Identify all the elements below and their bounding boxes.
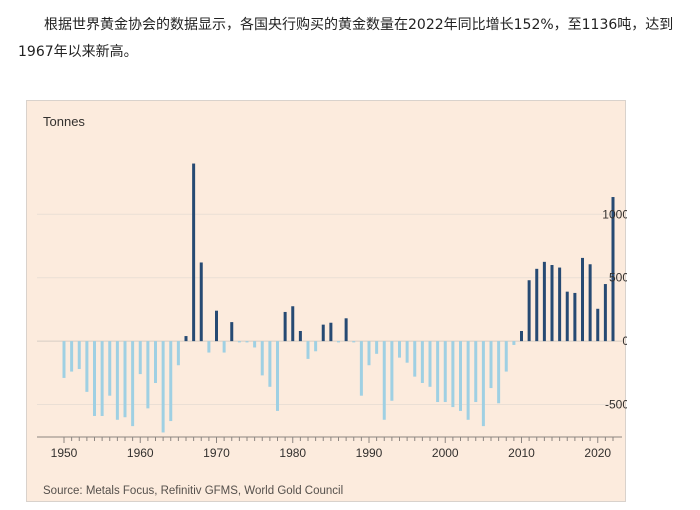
bar-2019 [588, 264, 592, 342]
bar-1953 [85, 341, 89, 392]
bar-1964 [169, 341, 173, 422]
bar-1981 [298, 330, 302, 342]
bar-2003 [466, 341, 470, 420]
chart-svg: Tonnes 1000 500 0 -500 1950 1960 1970 1980 1990… [37, 114, 627, 497]
bar-1999 [436, 341, 440, 403]
bar-1974 [245, 341, 249, 343]
bar-1973 [237, 341, 241, 343]
y-tick-label: 0 [622, 334, 627, 348]
x-tick-label: 1980 [279, 446, 306, 460]
bar-2000 [443, 341, 447, 403]
source-note: Source: Metals Focus, Refinitiv GFMS, Wo… [43, 485, 343, 497]
chart-panel: Tonnes 1000 500 0 -500 1950 1960 1970 1980 1990… [26, 100, 627, 502]
bar-2008 [504, 341, 508, 372]
bar-1993 [390, 341, 394, 401]
bar-2016 [565, 291, 569, 342]
bar-1992 [382, 341, 386, 420]
bar-2022 [611, 197, 615, 342]
bar-1996 [413, 341, 417, 377]
bar-2010 [520, 330, 523, 342]
y-tick-label: -500 [605, 398, 627, 412]
bar-1988 [352, 341, 356, 343]
bar-1994 [398, 341, 401, 358]
bar-1965 [176, 341, 180, 366]
bar-1982 [306, 341, 310, 359]
bar-2014 [550, 265, 554, 342]
bar-2004 [474, 341, 478, 403]
bar-1980 [291, 306, 295, 342]
bar-1979 [283, 311, 287, 342]
y-tick-label: 1000 [602, 207, 627, 221]
bar-2021 [603, 284, 607, 342]
bar-1960 [138, 341, 142, 375]
bar-2007 [497, 341, 501, 404]
bar-2017 [573, 292, 577, 342]
bar-1998 [428, 341, 432, 387]
bar-2012 [535, 268, 539, 342]
x-tick-label: 1960 [127, 446, 154, 460]
y-tick-label: 500 [609, 271, 627, 285]
bar-1985 [329, 322, 333, 342]
bar-2011 [527, 280, 531, 342]
bar-1970 [215, 310, 218, 342]
bar-2013 [542, 261, 546, 342]
bar-1987 [344, 318, 348, 342]
bar-1976 [260, 341, 264, 376]
bar-2020 [596, 308, 600, 342]
bar-1959 [131, 341, 135, 427]
y-axis-unit-label: Tonnes [43, 114, 85, 129]
bar-2006 [489, 341, 493, 389]
bar-2002 [459, 341, 462, 411]
bars [62, 163, 615, 433]
bar-1990 [367, 341, 371, 366]
bar-1963 [161, 341, 165, 433]
bar-1995 [405, 341, 409, 363]
x-axis: 1950 1960 1970 1980 1990 2000 2010 2020 [37, 436, 622, 460]
bar-1968 [199, 262, 203, 342]
bar-1997 [420, 341, 424, 383]
bar-1966 [184, 336, 188, 342]
bar-1971 [222, 341, 226, 353]
bar-1955 [100, 341, 104, 416]
x-tick-label: 2010 [508, 446, 535, 460]
x-tick-label: 2020 [584, 446, 611, 460]
bar-2001 [451, 341, 455, 408]
bar-1961 [146, 341, 150, 409]
x-tick-label: 1990 [356, 446, 383, 460]
x-tick-label: 1950 [51, 446, 78, 460]
bar-1962 [154, 341, 157, 383]
bar-1991 [375, 341, 379, 354]
bar-1954 [93, 341, 96, 416]
bar-1986 [337, 341, 340, 343]
bar-1989 [359, 341, 363, 396]
bar-1967 [192, 163, 196, 342]
bar-1983 [314, 341, 318, 352]
bar-1952 [77, 341, 81, 370]
x-tick-label: 2000 [432, 446, 459, 460]
bar-1977 [268, 341, 272, 387]
bar-1984 [321, 324, 325, 342]
bar-1957 [115, 341, 119, 420]
bar-1969 [207, 341, 211, 353]
bar-2009 [512, 341, 516, 345]
y-axis-ticks: 1000 500 0 -500 [602, 207, 627, 411]
bar-1950 [62, 341, 66, 378]
x-tick-label: 1970 [203, 446, 230, 460]
bar-1956 [108, 341, 112, 396]
bar-2018 [581, 257, 584, 342]
bar-2015 [558, 267, 562, 342]
bar-1978 [276, 341, 279, 411]
bar-2005 [481, 341, 485, 427]
article-paragraph: 根据世界黄金协会的数据显示，各国央行购买的黄金数量在2022年同比增长152%，… [18, 17, 674, 60]
bar-1951 [70, 341, 74, 372]
bar-1975 [253, 341, 257, 348]
bar-1958 [123, 341, 127, 418]
bar-1972 [230, 322, 234, 342]
